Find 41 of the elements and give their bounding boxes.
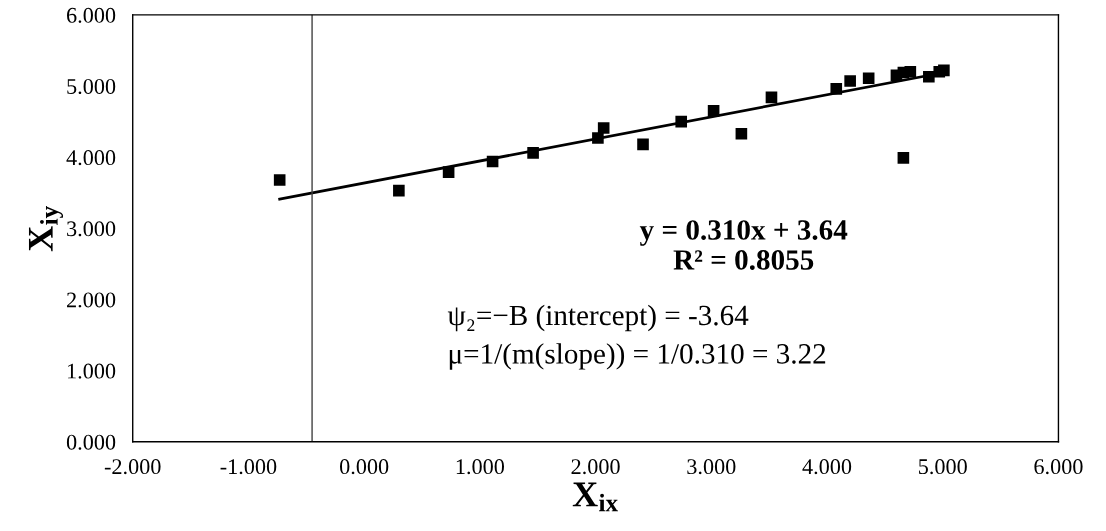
y-tick-label: 4.000 (66, 150, 116, 166)
x-axis-title: X$_{ix}$ (572, 482, 618, 512)
x-tick-label: 3.000 (687, 459, 736, 475)
point (273, 174, 286, 186)
annotation: ψ₂=−B (intercept) = -3.64 (447, 304, 749, 332)
y-tick-label: 5.000 (67, 78, 116, 95)
point (592, 132, 604, 144)
y-tick-label: 3.000 (67, 221, 116, 237)
x-tick-label: 6.000 (1034, 459, 1083, 475)
x-tick-label: -1.000 (220, 459, 277, 475)
annotation: y = 0.310x + 3.64 (639, 220, 848, 246)
point (527, 147, 539, 159)
x-tick-label: -2.000 (104, 459, 161, 475)
point (486, 155, 499, 168)
annotation: μ=1/(m(slope)) = 1/0.310 = 3.22 (449, 343, 826, 370)
point (637, 138, 649, 151)
x-tick-label: 0.000 (340, 459, 389, 475)
annotation: R² = 0.8055 (673, 250, 814, 270)
point (923, 70, 935, 83)
point (765, 91, 778, 104)
point (904, 65, 917, 78)
point (735, 127, 748, 140)
point (442, 166, 455, 178)
point (938, 64, 950, 77)
y-tick-label: 0.000 (66, 434, 116, 450)
point (707, 105, 720, 117)
point (862, 72, 875, 85)
y-axis-title: X$_{iy}$ (28, 206, 64, 252)
point (675, 115, 688, 128)
point (393, 184, 405, 197)
y-tick-label: 2.000 (67, 292, 116, 308)
y-tick-label: 1.000 (68, 363, 116, 379)
y-tick-label: 6.000 (67, 7, 116, 23)
point (597, 122, 610, 134)
x-tick-label: 4.000 (802, 459, 852, 475)
x-tick-label: 2.000 (571, 459, 620, 475)
x-tick-label: 5.000 (919, 459, 967, 475)
point (844, 75, 856, 87)
x-tick-label: 1.000 (456, 459, 505, 475)
point (897, 152, 910, 164)
point (830, 83, 843, 95)
